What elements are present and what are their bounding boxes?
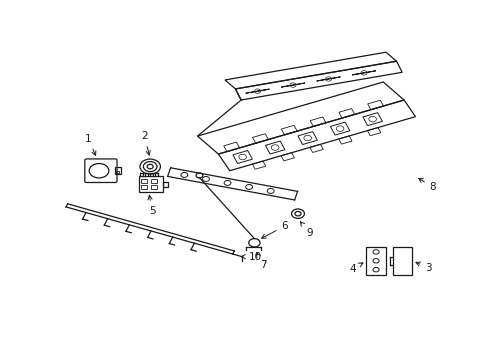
- Text: 10: 10: [241, 252, 261, 262]
- Text: 6: 6: [261, 221, 287, 238]
- Text: 5: 5: [148, 195, 155, 216]
- Bar: [139, 176, 163, 192]
- Text: 4: 4: [348, 263, 362, 274]
- Bar: [141, 185, 147, 189]
- Text: 3: 3: [415, 262, 431, 273]
- Bar: [150, 179, 156, 183]
- Text: 1: 1: [85, 134, 96, 156]
- Bar: [116, 171, 119, 173]
- Text: 7: 7: [256, 253, 266, 270]
- Text: 8: 8: [418, 178, 435, 192]
- Bar: [392, 247, 411, 275]
- Bar: [115, 167, 121, 174]
- Bar: [150, 185, 156, 189]
- Text: 9: 9: [300, 222, 312, 238]
- Text: 2: 2: [141, 131, 150, 155]
- Bar: [163, 182, 168, 187]
- Bar: [366, 247, 385, 275]
- Bar: [141, 179, 147, 183]
